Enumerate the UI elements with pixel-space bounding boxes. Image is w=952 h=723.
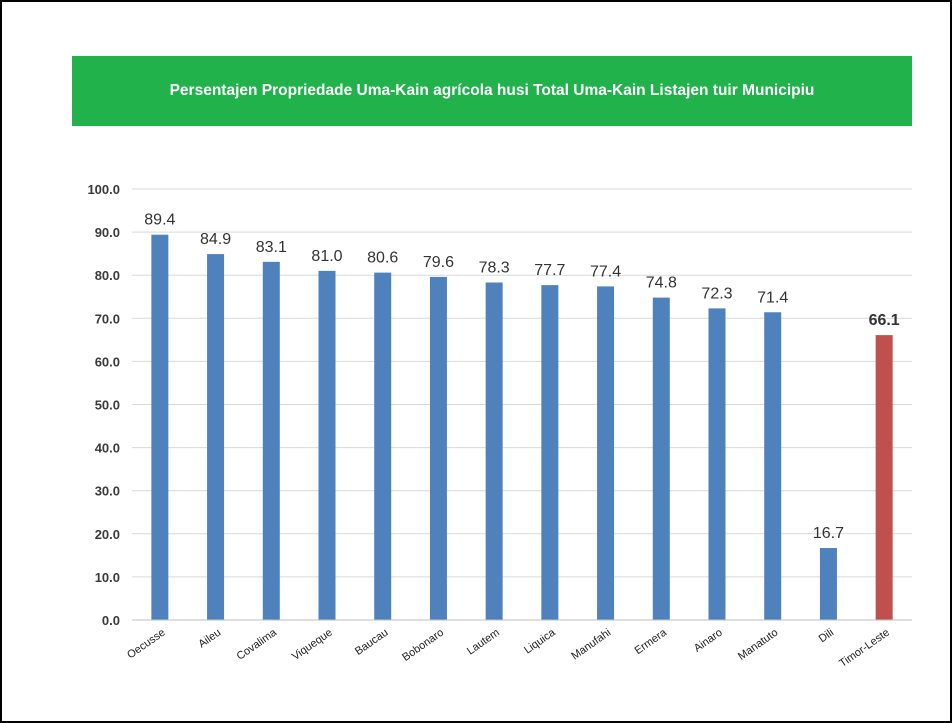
y-tick-label: 100.0 (87, 182, 120, 197)
data-label: 83.1 (256, 239, 287, 256)
x-tick-label: Ermera (633, 626, 670, 657)
x-tick-label: Timor-Leste (837, 627, 892, 670)
bar-ainaro (708, 308, 726, 620)
chart-title-banner: Persentajen Propriedade Uma-Kain agrícol… (72, 56, 912, 126)
y-tick-label: 40.0 (95, 441, 120, 456)
data-label: 84.9 (200, 231, 231, 248)
bar-dili (819, 548, 837, 620)
data-label: 71.4 (757, 289, 788, 306)
bar-manufahi (597, 286, 615, 620)
y-tick-label: 20.0 (95, 527, 120, 542)
bar-viqueque (318, 270, 336, 620)
x-tick-label: Aileu (196, 627, 223, 651)
y-tick-label: 80.0 (95, 268, 120, 283)
y-tick-label: 30.0 (95, 484, 120, 499)
x-tick-label: Viqueque (290, 627, 335, 663)
bar-bobonaro (429, 276, 447, 620)
bar-baucau (374, 272, 392, 620)
x-tick-label: Covalima (235, 626, 280, 663)
y-tick-label: 60.0 (95, 354, 120, 369)
x-tick-label: Liquica (522, 626, 558, 656)
bar-oecusse (151, 234, 169, 620)
gridlines (132, 188, 912, 578)
y-axis-ticks: 0.0 10.0 20.0 30.0 40.0 50.0 60.0 70.0 80.0 90.0 1… (87, 182, 120, 628)
data-label: 16.7 (813, 525, 844, 542)
x-tick-label: Ainaro (692, 627, 725, 655)
x-tick-label: Bobonaro (400, 627, 446, 664)
bar-aileu (207, 254, 225, 620)
data-label: 89.4 (144, 212, 175, 229)
bar-covalima (262, 261, 280, 620)
data-label: 79.6 (423, 254, 454, 271)
data-label: 77.4 (590, 263, 621, 280)
x-tick-label: Manufahi (569, 627, 613, 663)
y-tick-label: 10.0 (95, 570, 120, 585)
y-tick-label: 0.0 (102, 613, 120, 628)
x-axis-labels: Oecusse Aileu Covalima Viqueque Baucau Bobona… (125, 626, 892, 670)
data-label: 80.6 (367, 250, 398, 267)
bar-timor-leste (875, 335, 893, 620)
x-tick-label: Lautem (465, 627, 502, 658)
x-tick-label: Manatuto (736, 627, 780, 663)
x-tick-label: Baucau (353, 627, 390, 658)
data-label: 81.0 (311, 248, 342, 265)
bar-manatuto (764, 312, 782, 620)
data-label: 72.3 (701, 285, 732, 302)
y-tick-label: 90.0 (95, 225, 120, 240)
chart-title: Persentajen Propriedade Uma-Kain agrícol… (169, 82, 815, 99)
data-labels: 89.4 84.9 83.1 81.0 80.6 79.6 78.3 77.7 77.4 74.8… (144, 212, 900, 542)
data-label: 77.7 (534, 262, 565, 279)
bars (151, 234, 893, 620)
x-tick-label: Dili (817, 627, 836, 646)
y-tick-label: 50.0 (95, 398, 120, 413)
y-tick-label: 70.0 (95, 311, 120, 326)
data-label: 66.1 (869, 312, 900, 329)
bar-liquica (541, 285, 559, 620)
data-label: 78.3 (479, 260, 510, 277)
data-label: 74.8 (646, 275, 677, 292)
bar-ermera (652, 297, 670, 620)
bar-lautem (485, 282, 503, 620)
x-tick-label: Oecusse (125, 627, 167, 662)
